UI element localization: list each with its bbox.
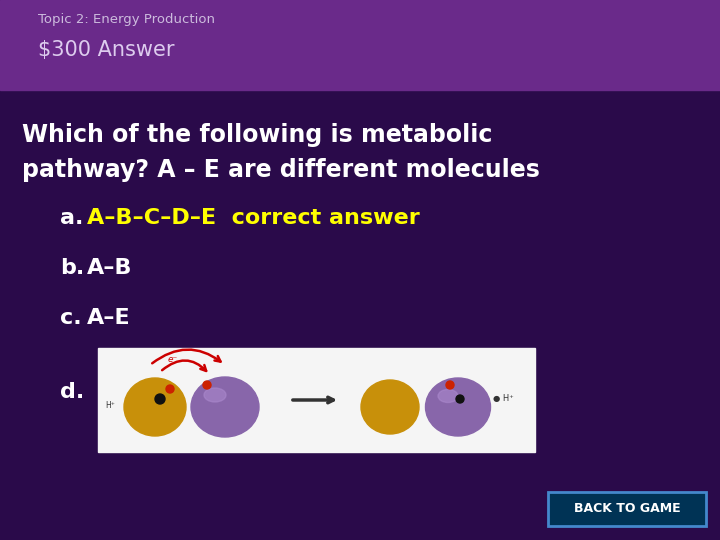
Text: pathway? A – E are different molecules: pathway? A – E are different molecules [22,158,540,182]
Circle shape [155,394,165,404]
Text: A–B: A–B [87,258,132,278]
Ellipse shape [136,409,152,423]
Text: Topic 2: Energy Production: Topic 2: Energy Production [38,14,215,26]
Bar [98,348,535,452]
Circle shape [446,381,454,389]
Ellipse shape [383,388,397,404]
Text: e⁻: e⁻ [168,354,178,363]
Text: ● H⁺: ● H⁺ [493,395,514,403]
Ellipse shape [148,408,162,428]
Ellipse shape [438,389,458,402]
Ellipse shape [383,408,397,426]
Ellipse shape [158,409,174,423]
Ellipse shape [426,378,490,436]
Ellipse shape [158,391,174,405]
Ellipse shape [136,391,152,405]
Text: a.: a. [60,208,84,228]
Text: c.: c. [60,308,81,328]
Text: H⁺: H⁺ [105,401,115,409]
Text: b.: b. [60,258,84,278]
Ellipse shape [361,380,419,434]
Ellipse shape [161,400,179,414]
Ellipse shape [394,400,412,414]
Ellipse shape [131,400,151,414]
Circle shape [456,395,464,403]
Ellipse shape [148,386,162,403]
Circle shape [166,385,174,393]
Ellipse shape [373,393,388,406]
Ellipse shape [204,388,226,402]
Bar [548,492,706,526]
Text: $300 Answer: $300 Answer [38,40,174,60]
Text: d.: d. [60,382,84,402]
Bar [0,0,720,90]
Text: Which of the following is metabolic: Which of the following is metabolic [22,123,492,147]
Circle shape [203,381,211,389]
Text: A–B–C–D–E  correct answer: A–B–C–D–E correct answer [87,208,420,228]
Text: A–E: A–E [87,308,130,328]
Ellipse shape [392,393,407,406]
Ellipse shape [373,408,388,422]
Ellipse shape [191,377,259,437]
Ellipse shape [124,378,186,436]
Ellipse shape [392,408,407,422]
Text: BACK TO GAME: BACK TO GAME [574,503,680,516]
Ellipse shape [369,400,387,414]
